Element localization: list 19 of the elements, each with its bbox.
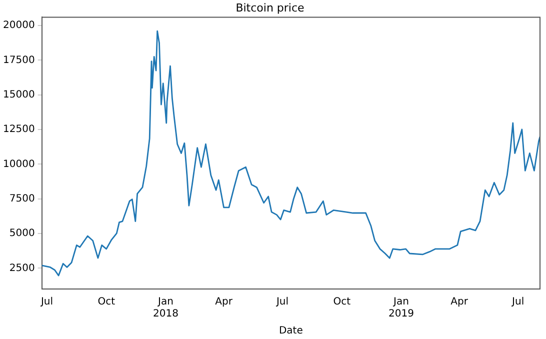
x-tick-label: Jul bbox=[40, 296, 54, 308]
y-tick-label: 10000 bbox=[3, 158, 35, 170]
x-tick-label: Jul bbox=[511, 296, 524, 308]
x-axis-title: Date bbox=[278, 326, 303, 337]
y-tick-label: 2500 bbox=[9, 262, 35, 274]
x-tick-label: Oct bbox=[333, 296, 351, 308]
x-tick-label: Apr bbox=[215, 296, 234, 308]
y-tick-label: 5000 bbox=[9, 228, 35, 240]
y-tick-label: 7500 bbox=[9, 193, 35, 204]
x-tick-label: Jul bbox=[275, 296, 289, 308]
y-tick-label: 20000 bbox=[3, 20, 35, 32]
x-tick-label: Apr bbox=[450, 296, 469, 308]
chart-title: Bitcoin price bbox=[236, 1, 305, 14]
x-tick-label: Jan 2019 bbox=[388, 296, 414, 320]
y-tick-label: 15000 bbox=[3, 89, 35, 100]
y-tick-label: 17500 bbox=[3, 54, 35, 66]
x-tick-label: Oct bbox=[98, 296, 116, 308]
x-tick-label: Jan 2018 bbox=[152, 296, 178, 320]
y-tick-label: 12500 bbox=[3, 124, 35, 136]
